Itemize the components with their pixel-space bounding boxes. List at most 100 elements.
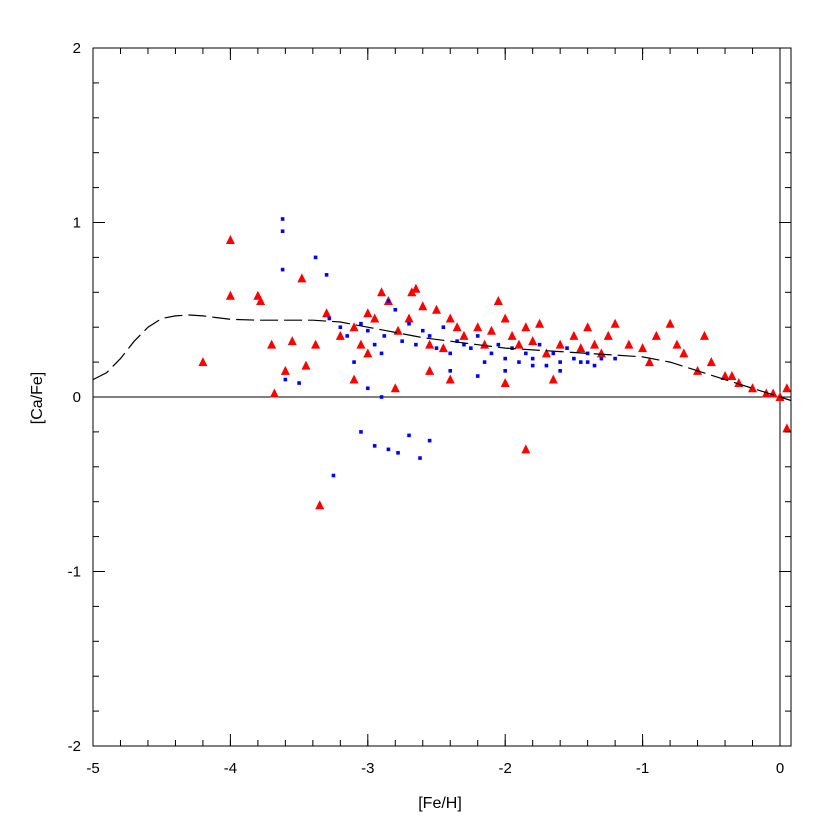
- data-point-triangle: [720, 371, 730, 381]
- data-point-square: [297, 381, 301, 385]
- data-point-square: [359, 430, 363, 434]
- data-point-square: [327, 316, 332, 321]
- data-point-triangle: [363, 308, 373, 318]
- data-point-square: [414, 342, 418, 347]
- data-point-triangle: [280, 365, 290, 375]
- data-point-triangle: [555, 339, 565, 349]
- data-point-triangle: [493, 296, 503, 306]
- data-point-square: [530, 363, 535, 368]
- data-point-triangle: [583, 322, 593, 332]
- data-point-triangle: [459, 330, 469, 340]
- data-point-square: [382, 334, 387, 338]
- data-point-square: [280, 229, 285, 234]
- data-point-square: [324, 273, 329, 277]
- data-point-square: [462, 342, 466, 347]
- data-point-triangle: [335, 330, 345, 340]
- data-point-square: [434, 346, 439, 350]
- data-point-square: [396, 451, 400, 455]
- data-point-triangle: [404, 313, 414, 323]
- data-point-triangle: [480, 339, 490, 349]
- data-point-triangle: [782, 423, 792, 433]
- data-point-triangle: [349, 322, 359, 332]
- data-point-triangle: [535, 318, 545, 328]
- data-point-square: [280, 217, 285, 221]
- data-point-triangle: [301, 360, 311, 370]
- data-point-triangle: [445, 313, 455, 323]
- data-point-triangle: [377, 287, 387, 297]
- data-point-square: [469, 346, 473, 350]
- data-point-square: [283, 377, 288, 382]
- data-point-triangle: [256, 296, 266, 306]
- data-point-triangle: [473, 322, 483, 332]
- data-point-square: [489, 351, 494, 356]
- y-tick-label: 1: [73, 215, 81, 232]
- data-point-square: [441, 325, 446, 329]
- data-point-triangle: [407, 287, 417, 297]
- y-tick-label: 0: [73, 389, 81, 406]
- data-point-square: [503, 356, 508, 361]
- x-tick-label: 0: [776, 760, 784, 777]
- data-point-square: [592, 363, 597, 368]
- data-point-square: [558, 369, 562, 373]
- plot-area: [92, 48, 792, 746]
- data-point-triangle: [370, 313, 380, 323]
- data-point-square: [331, 473, 336, 478]
- data-point-triangle: [267, 339, 277, 349]
- data-point-triangle: [425, 365, 435, 375]
- data-point-triangle: [514, 339, 524, 349]
- data-point-triangle: [432, 304, 442, 314]
- data-point-triangle: [418, 301, 428, 311]
- data-point-square: [565, 346, 569, 350]
- data-point-square: [400, 339, 404, 343]
- data-point-triangle: [322, 308, 332, 318]
- data-point-square: [386, 299, 391, 303]
- data-point-triangle: [638, 343, 648, 353]
- data-point-triangle: [349, 374, 359, 384]
- data-point-triangle: [438, 343, 448, 353]
- data-point-square: [427, 334, 432, 338]
- y-tick-label: 2: [73, 40, 81, 57]
- data-point-square: [393, 307, 398, 312]
- data-point-square: [475, 374, 480, 378]
- data-point-square: [407, 433, 411, 438]
- data-point-triangle: [356, 339, 366, 349]
- data-point-triangle: [390, 383, 400, 393]
- data-point-triangle: [287, 336, 297, 346]
- data-point-square: [280, 267, 285, 272]
- data-point-square: [517, 360, 521, 364]
- data-point-triangle: [500, 378, 510, 388]
- data-point-triangle: [445, 374, 455, 384]
- data-point-triangle: [297, 273, 307, 283]
- data-point-triangle: [507, 330, 517, 340]
- data-point-square: [448, 369, 453, 373]
- y-axis-label: [Ca/Fe]: [29, 372, 46, 424]
- x-tick-label: -4: [224, 760, 237, 777]
- data-point-triangle: [541, 348, 551, 358]
- data-point-triangle: [782, 383, 792, 393]
- data-point-square: [372, 444, 377, 448]
- data-point-square: [551, 351, 556, 356]
- data-point-square: [352, 360, 356, 364]
- data-point-triangle: [569, 330, 579, 340]
- data-point-triangle: [679, 348, 689, 358]
- data-point-triangle: [269, 388, 279, 398]
- data-point-square: [366, 386, 370, 391]
- data-point-square: [359, 321, 363, 326]
- data-point-triangle: [590, 339, 600, 349]
- data-point-triangle: [425, 339, 435, 349]
- data-point-triangle: [452, 322, 462, 332]
- data-point-square: [386, 447, 391, 452]
- x-tick-label: -1: [636, 760, 649, 777]
- x-tick-label: -2: [499, 760, 512, 777]
- data-point-triangle: [768, 388, 778, 398]
- data-point-triangle: [727, 371, 737, 381]
- data-point-triangle: [644, 357, 654, 367]
- data-point-triangle: [706, 357, 716, 367]
- data-point-triangle: [548, 374, 558, 384]
- data-point-square: [599, 356, 604, 361]
- data-point-triangle: [603, 330, 613, 340]
- data-point-square: [482, 360, 487, 364]
- x-axis-label: [Fe/H]: [418, 795, 462, 812]
- data-point-triangle: [225, 234, 235, 244]
- data-point-square: [558, 360, 562, 364]
